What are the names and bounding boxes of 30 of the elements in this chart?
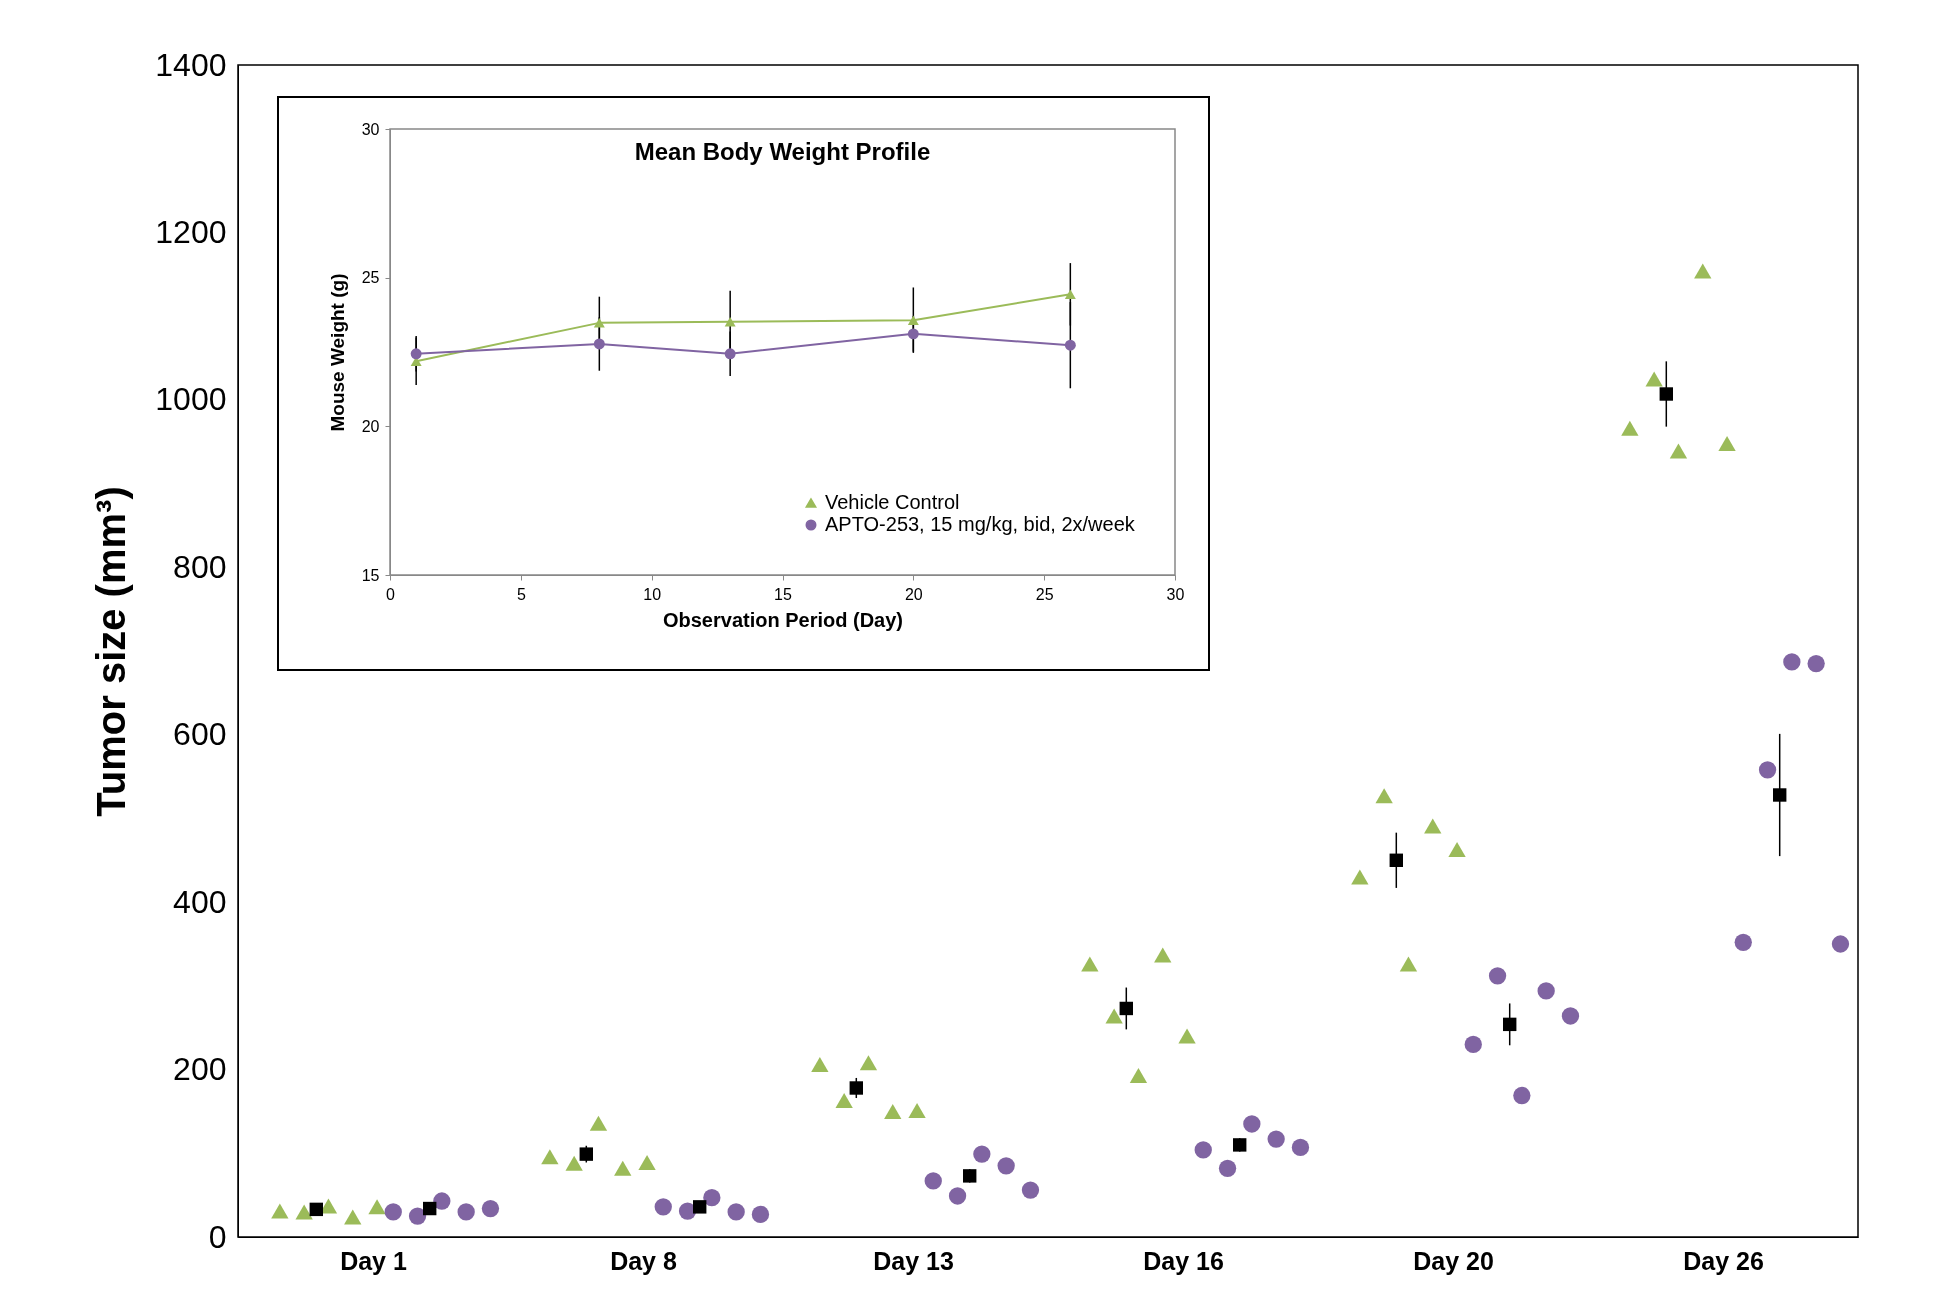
chart-title: Mean Body Weight Profile bbox=[634, 138, 931, 165]
y-tick-label: 200 bbox=[173, 1051, 227, 1088]
y-tick-label: 25 bbox=[361, 269, 380, 287]
x-tick-label: Day 16 bbox=[1143, 1246, 1224, 1275]
y-tick-label: 1200 bbox=[155, 213, 227, 250]
x-tick-label: Day 20 bbox=[1413, 1246, 1494, 1275]
legend-label: Vehicle Control bbox=[825, 491, 960, 513]
x-tick-label: 10 bbox=[643, 585, 662, 603]
y-tick-label: 800 bbox=[173, 548, 227, 585]
y-axis-title: Tumor size (mm³) bbox=[89, 486, 134, 817]
y-tick-label: 1000 bbox=[155, 381, 227, 418]
x-tick-label: 15 bbox=[774, 585, 792, 603]
legend-label: APTO-253, 15 mg/kg, bid, 2x/week bbox=[825, 513, 1136, 535]
x-tick-label: 0 bbox=[386, 585, 396, 603]
x-tick-label: Day 26 bbox=[1683, 1246, 1764, 1275]
x-tick-label: Day 1 bbox=[340, 1246, 407, 1275]
y-tick-label: 400 bbox=[173, 883, 227, 920]
y-tick-label: 1400 bbox=[155, 46, 227, 83]
y-tick-label: 30 bbox=[361, 120, 380, 138]
x-tick-label: 30 bbox=[1166, 585, 1185, 603]
y-tick-label: 15 bbox=[361, 566, 380, 584]
x-axis-title: Observation Period (Day) bbox=[662, 608, 904, 631]
x-tick-label: Day 8 bbox=[610, 1246, 677, 1275]
x-tick-label: 20 bbox=[904, 585, 923, 603]
y-tick-label: 20 bbox=[361, 417, 380, 435]
y-tick-label: 600 bbox=[173, 716, 227, 753]
y-axis-title: Mouse Weight (g) bbox=[326, 273, 348, 432]
x-tick-label: Day 13 bbox=[873, 1246, 954, 1275]
x-tick-label: 25 bbox=[1035, 585, 1054, 603]
x-tick-label: 5 bbox=[516, 585, 526, 603]
